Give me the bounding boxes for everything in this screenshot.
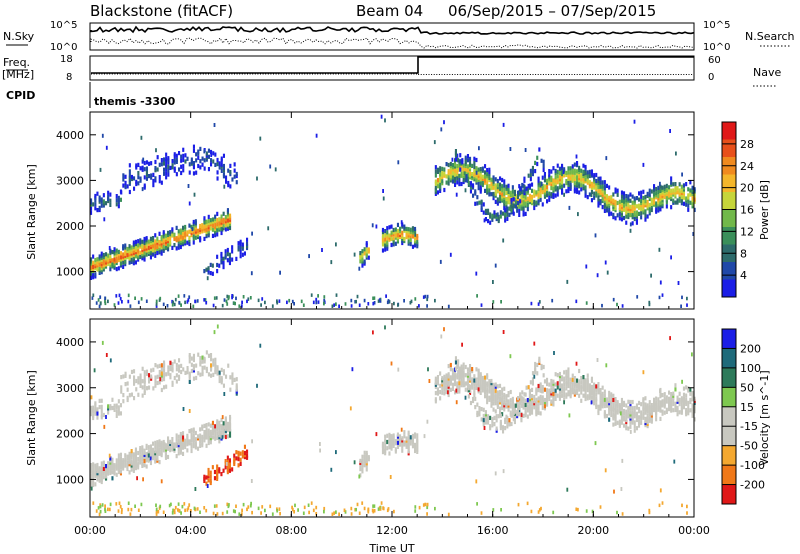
nsky-tick-top: 10^5 <box>50 20 77 31</box>
y-tick-label: 1000 <box>56 473 84 486</box>
colorbar-cell <box>722 174 736 193</box>
colorbar-cell <box>722 484 736 505</box>
colorbar-cell <box>722 426 736 447</box>
colorbar-tick-label: 28 <box>740 138 754 151</box>
axis-ticks: 00:00 04:00 08:00 12:00 16:00 20:00 00:00 1000 1… <box>56 112 710 537</box>
x-axis-label: Time UT <box>368 542 414 554</box>
x-tick-label: 16:00 <box>477 524 509 537</box>
power-colorbar: Power [dB] 28 24 20 16 12 8 4 <box>721 121 771 298</box>
colorbar-tick-label: 50 <box>740 381 754 394</box>
y-tick-label: 2000 <box>56 220 84 233</box>
freq-trace <box>91 56 694 74</box>
freq-unit: [MHz] <box>2 68 34 81</box>
colorbar-cell <box>722 387 736 408</box>
y-tick-label: 3000 <box>56 174 84 187</box>
velocity-panel: Slant Range [km] <box>25 318 696 518</box>
y-tick-label: 4000 <box>56 129 84 142</box>
colorbar-cell <box>722 329 736 349</box>
freq-tick-bottom: 8 <box>66 72 72 83</box>
nave-label: Nave <box>753 66 781 79</box>
colorbar-cell <box>722 227 736 245</box>
colorbar-tick-label: 20 <box>740 182 754 195</box>
colorbar-cell <box>722 348 736 369</box>
nsearch-tick-bottom: 10^0 <box>703 42 730 53</box>
colorbar-cell <box>722 262 736 280</box>
velocity-cells <box>90 324 696 517</box>
colorbar-cell <box>722 465 736 485</box>
colorbar-cell <box>722 139 736 158</box>
nsky-tick-bottom: 10^0 <box>50 42 77 53</box>
power-ylabel: Slant Range [km] <box>25 164 38 260</box>
power-cells <box>90 114 696 309</box>
y-tick-label: 4000 <box>56 336 84 349</box>
colorbar-tick-label: -200 <box>740 479 765 492</box>
colorbar-tick-label: -100 <box>740 459 765 472</box>
power-colorbar-label: Power [dB] <box>758 180 771 240</box>
colorbar-tick-label: 16 <box>740 204 754 217</box>
nave-trace <box>91 73 694 75</box>
y-tick-label: 1000 <box>56 266 84 279</box>
x-tick-label: 20:00 <box>577 524 609 537</box>
colorbar-tick-label: 24 <box>740 160 754 173</box>
colorbar-cell <box>722 279 736 298</box>
cpid-value: themis -3300 <box>94 95 176 108</box>
colorbar-cell <box>722 445 736 466</box>
x-tick-label: 00:00 <box>678 524 710 537</box>
x-tick-label: 00:00 <box>74 524 106 537</box>
colorbar-tick-label: 200 <box>740 342 761 355</box>
x-tick-label: 08:00 <box>275 524 307 537</box>
nsearch-tick-top: 10^5 <box>703 20 730 31</box>
power-panel: Slant Range [km] <box>25 111 696 310</box>
colorbar-cell <box>722 122 736 140</box>
colorbar-tick-label: -50 <box>740 440 758 453</box>
colorbar-tick-label: 15 <box>740 401 754 414</box>
freq-label: Freq. <box>3 56 30 69</box>
x-tick-label: 12:00 <box>376 524 408 537</box>
x-tick-label: 04:00 <box>175 524 207 537</box>
colorbar-tick-label: -15 <box>740 420 758 433</box>
velocity-colorbar-label: Velocity [m s^-1] <box>758 370 771 465</box>
date-range: 06/Sep/2015 – 07/Sep/2015 <box>448 2 656 20</box>
colorbar-tick-label: 8 <box>740 247 747 260</box>
colorbar-cell <box>722 192 736 210</box>
nsky-panel: N.Sky 10^5 10^0 10^5 10^0 N.Search <box>3 20 795 53</box>
y-tick-label: 2000 <box>56 428 84 441</box>
nave-tick-top: 60 <box>708 55 721 66</box>
nave-tick-bottom: 0 <box>708 72 714 83</box>
nsearch-trace <box>90 37 695 49</box>
colorbar-tick-label: 4 <box>740 269 747 282</box>
cpid-label: CPID <box>6 89 35 102</box>
y-tick-label: 3000 <box>56 382 84 395</box>
freq-tick-top: 18 <box>60 54 73 65</box>
colorbar-cell <box>722 367 736 388</box>
freq-panel: Freq. [MHz] 18 8 60 0 Nave <box>2 54 781 87</box>
colorbar-cell <box>722 406 736 427</box>
colorbar-tick-label: 100 <box>740 362 761 375</box>
radar-title: Blackstone (fitACF) <box>90 2 233 20</box>
velocity-colorbar: Velocity [m s^-1] 200 100 50 15 -15 -50 -100 -2… <box>721 328 771 505</box>
beam-label: Beam 04 <box>356 2 423 20</box>
nsearch-label: N.Search <box>745 30 795 43</box>
colorbar-tick-label: 12 <box>740 225 754 238</box>
nsky-trace <box>90 25 695 35</box>
colorbar-cell <box>722 209 736 228</box>
nsky-label: N.Sky <box>3 30 35 43</box>
velocity-ylabel: Slant Range [km] <box>25 370 38 466</box>
